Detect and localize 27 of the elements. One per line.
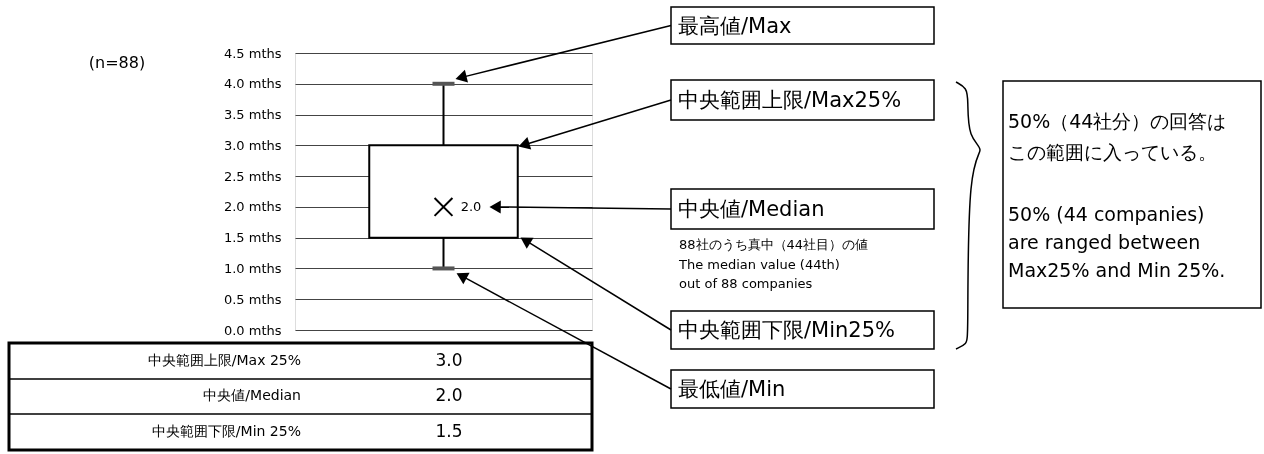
y-tick-label: 2.5 mths (223, 168, 282, 184)
text: 最高値/Max (678, 13, 792, 38)
text: 中央値/Median (678, 197, 825, 221)
annotation: 2.0 (460, 198, 482, 214)
text: 中央範囲下限/Min 25% (151, 423, 301, 439)
text: 最低値/Min (678, 377, 786, 401)
text: 中央範囲上限/Max 25% (147, 352, 301, 368)
y-tick-label: 3.5 mths (223, 107, 282, 123)
text: 中央範囲下限/Min25% (678, 318, 896, 342)
text: 3.0 (435, 350, 463, 370)
y-tick-label: 2.0 mths (223, 199, 282, 215)
text: 1.5 (435, 421, 463, 441)
text: 50% (44 companies) are ranged between Max25% and Min 25%. (1008, 203, 1226, 281)
text: 中央範囲上限/Max25% (678, 88, 902, 112)
text: 2.0 (435, 385, 463, 405)
text: (n=88) (88, 53, 146, 72)
y-tick-label: 3.0 mths (223, 137, 282, 153)
y-tick-label: 4.5 mths (223, 45, 282, 61)
y-tick-label: 4.0 mths (223, 76, 282, 92)
text: 88社のうち真中（44社目）の値 (679, 237, 869, 252)
y-tick-label: 1.5 mths (223, 230, 282, 246)
text: 50%（44社分）の回答はこの範囲に入っている。 (1008, 110, 1227, 163)
text: 中央値/Median (203, 387, 301, 403)
y-tick-label: 0.5 mths (223, 291, 282, 307)
text: The median value (44th) out of 88 companies (678, 257, 840, 291)
y-tick-label: 0.0 mths (223, 322, 282, 338)
y-tick-label: 1.0 mths (223, 260, 282, 276)
